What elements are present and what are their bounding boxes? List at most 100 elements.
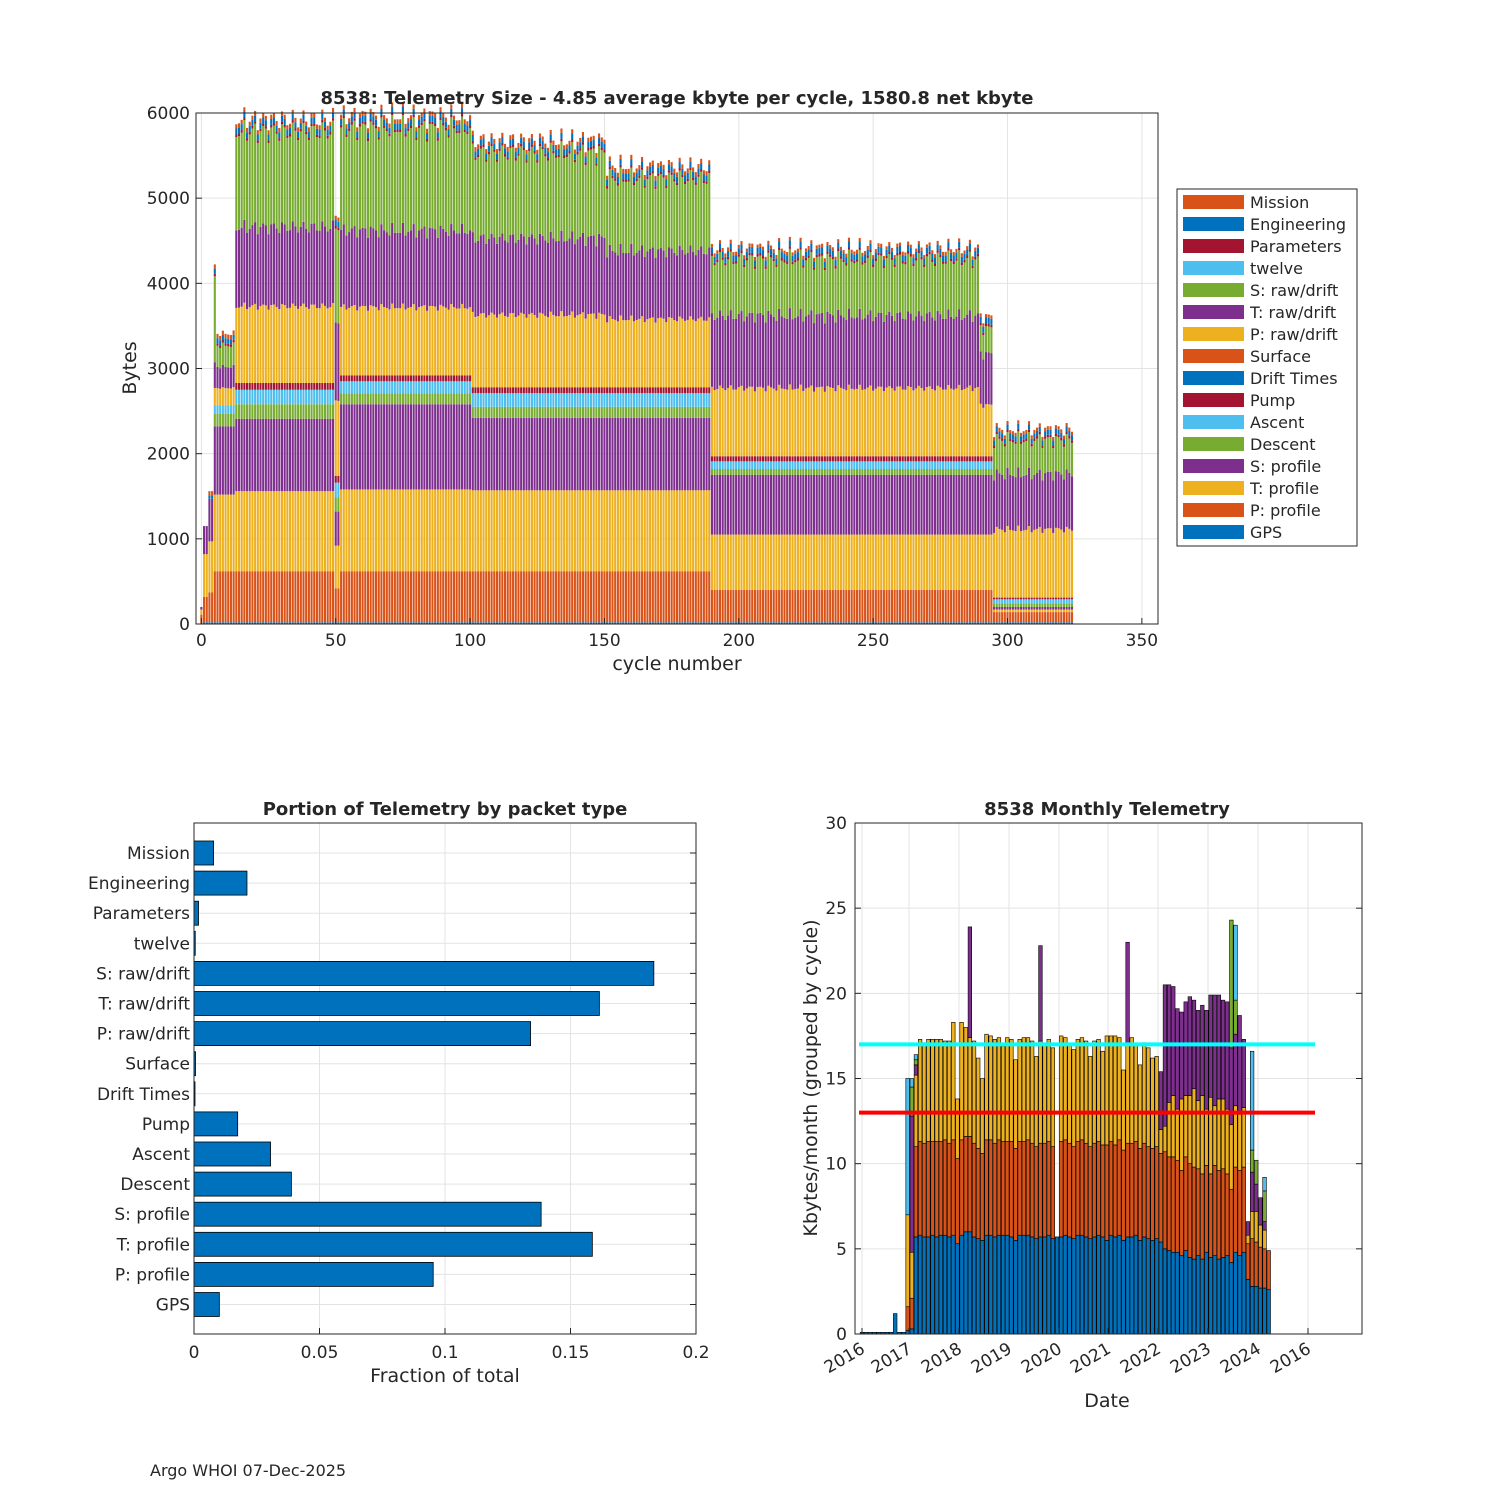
bar-segment-s-raw-drift: [619, 167, 622, 244]
bar-segment-s-profile: [340, 404, 343, 490]
bar-segment-p-raw-drift: [767, 385, 770, 457]
bar-segment-s-raw-drift: [732, 263, 735, 319]
bar-segment-t-raw-drift: [243, 219, 246, 303]
bar-segment-descent: [272, 404, 275, 419]
bar-segment-gps: [315, 622, 318, 624]
bar-segment-parameters: [310, 123, 313, 127]
bar-segment-mission: [775, 254, 778, 259]
bar-segment-ascent: [380, 381, 383, 394]
bar-segment-s-raw-drift: [812, 269, 816, 324]
y-tick-label: 0: [179, 615, 190, 635]
bar-segment-s-raw-drift: [568, 153, 571, 239]
cycle-bar: [737, 244, 740, 624]
bar-segment-descent: [732, 468, 735, 475]
bar-segment-s-raw-drift: [326, 138, 329, 232]
bar-segment-ascent: [751, 461, 754, 469]
bar-segment-mission: [837, 239, 840, 243]
bar-segment-p-profile: [361, 571, 364, 623]
bar-segment-pump: [307, 382, 310, 390]
bar-segment-gps: [391, 622, 394, 624]
bar-segment-engineering: [764, 260, 767, 267]
bar-segment-ascent: [963, 461, 966, 469]
bar-segment-p-profile: [477, 571, 480, 623]
bar-segment-gps: [764, 622, 767, 624]
bar-segment-t-profile: [538, 490, 542, 572]
bar-segment-s-raw-drift: [727, 259, 730, 316]
bar-segment-ascent: [555, 393, 558, 407]
bar-segment-s-profile: [270, 418, 273, 492]
bar-segment-s-raw-drift: [963, 262, 966, 318]
bar-segment-descent: [329, 404, 332, 419]
bar-segment-s-profile: [939, 474, 942, 535]
cycle-bar: [933, 254, 937, 624]
bar-segment-ascent: [409, 381, 413, 394]
bar-segment-s-profile: [729, 474, 732, 535]
bar-segment-p-profile: [329, 571, 332, 623]
bar-segment-p-raw-drift: [471, 311, 474, 388]
bar-segment-engineering: [262, 117, 265, 124]
bar-segment-parameters: [847, 247, 851, 250]
bar-segment-p-profile: [657, 571, 660, 623]
bar-segment-ascent: [826, 461, 829, 469]
bar-segment-p-raw-drift: [498, 314, 501, 388]
bar-segment-engineering: [880, 247, 883, 254]
bar-segment-parameters: [998, 436, 1001, 439]
bar-segment-t-profile: [614, 490, 617, 572]
bar-segment-p-raw-drift: [882, 391, 885, 457]
bar-segment-t-raw-drift: [829, 313, 832, 388]
bar-segment-p-raw-drift: [689, 316, 692, 388]
bar-segment-t-profile: [812, 534, 816, 590]
bar-segment-parameters: [684, 181, 687, 185]
bar-segment-engineering: [530, 138, 533, 145]
month-bar-segment: [1100, 1236, 1105, 1335]
bar-segment-p-profile: [893, 589, 896, 623]
bar-segment-t-raw-drift: [581, 232, 584, 313]
bar-segment-p-raw-drift: [366, 310, 370, 376]
bar-segment-mission: [318, 125, 321, 130]
bar-segment-descent: [619, 406, 622, 418]
bar-segment-parameters: [735, 261, 738, 264]
bar-segment-gps: [479, 622, 482, 624]
bar-segment-p-profile: [931, 589, 934, 623]
cycle-bar: [388, 123, 391, 624]
bar-segment-s-raw-drift: [315, 137, 318, 231]
bar-segment-ascent: [374, 381, 378, 394]
bar-segment-mission: [864, 251, 867, 255]
bar-segment-t-raw-drift: [369, 226, 372, 306]
bar-segment-t-profile: [307, 491, 310, 572]
bar-segment-pump: [455, 375, 458, 382]
month-bar: [922, 1042, 927, 1335]
bar-segment-t-profile: [681, 490, 684, 572]
cycle-bar: [974, 247, 977, 624]
bar-segment-s-profile: [710, 474, 713, 535]
month-bar-segment: [1017, 1039, 1022, 1142]
bar-segment-mission: [976, 244, 980, 248]
bar-segment-t-profile: [221, 494, 224, 572]
bar-segment-engineering: [958, 241, 961, 248]
bar-segment-mission: [737, 244, 740, 249]
bar-segment-engineering: [947, 242, 950, 249]
bar-segment-parameters: [716, 259, 719, 263]
bar-segment-ascent: [729, 461, 732, 469]
bar-segment-p-raw-drift: [256, 309, 259, 383]
month-bar-segment: [1021, 1141, 1026, 1236]
bar-segment-p-raw-drift: [675, 321, 679, 388]
bar-segment-t-raw-drift: [737, 313, 740, 388]
bar-segment-pump: [931, 456, 934, 462]
bar-segment-s-raw-drift: [444, 130, 447, 232]
cycle-bar: [356, 127, 359, 624]
bar-segment-ascent: [428, 381, 431, 394]
bar-segment-s-profile: [536, 417, 539, 491]
bar-segment-mission: [396, 119, 399, 124]
bar-segment-ascent: [925, 461, 928, 469]
bar-segment-engineering: [665, 179, 668, 186]
bar-segment-mission: [1068, 427, 1071, 431]
bar-segment-pump: [595, 387, 598, 394]
bar-segment-mission: [219, 336, 222, 341]
bar-segment-p-profile: [283, 571, 286, 623]
bar-segment-engineering: [1019, 436, 1023, 442]
bar-segment-t-profile: [417, 489, 421, 572]
bar-segment-t-raw-drift: [568, 238, 571, 316]
bar-segment-p-profile: [243, 571, 246, 623]
bar-segment-parameters: [229, 344, 232, 347]
